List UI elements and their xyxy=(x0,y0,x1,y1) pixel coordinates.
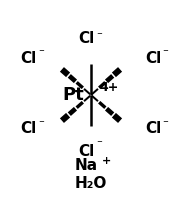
Text: ⁻: ⁻ xyxy=(38,119,44,129)
Text: Cl: Cl xyxy=(146,121,162,136)
Text: Cl: Cl xyxy=(78,144,95,159)
Text: Cl: Cl xyxy=(20,51,36,66)
Text: +: + xyxy=(102,156,111,166)
Text: Na: Na xyxy=(75,158,98,173)
Text: H₂O: H₂O xyxy=(75,176,107,191)
Text: ⁻: ⁻ xyxy=(96,31,102,41)
Text: ⁻: ⁻ xyxy=(162,48,168,58)
Text: Cl: Cl xyxy=(146,51,162,66)
Text: ⁻: ⁻ xyxy=(38,48,44,58)
Text: Pt: Pt xyxy=(62,86,84,104)
Text: 4+: 4+ xyxy=(99,81,118,94)
Text: Cl: Cl xyxy=(20,121,36,136)
Text: ⁻: ⁻ xyxy=(162,119,168,129)
Text: Cl: Cl xyxy=(78,31,95,46)
Text: ⁻: ⁻ xyxy=(96,139,102,149)
